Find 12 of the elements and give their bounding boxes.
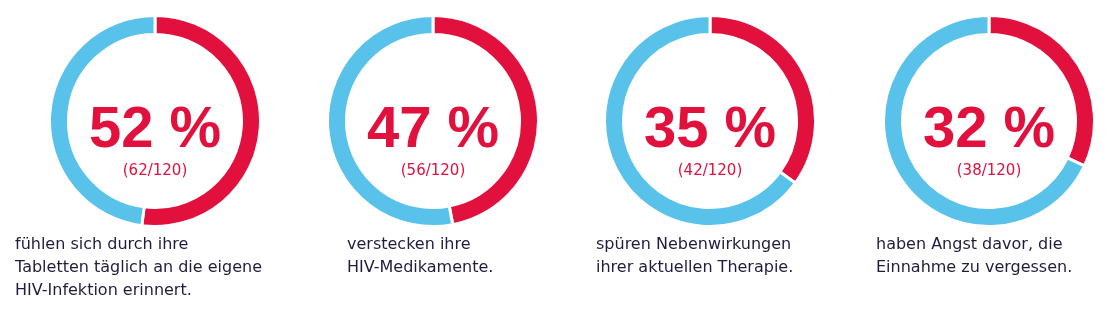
text: spüren Nebenwirkungen ihrer aktuellen Therapie. [596, 233, 795, 278]
text: 32 % [922, 94, 1056, 159]
text: (38/120) [956, 161, 1022, 179]
text: (56/120) [400, 161, 466, 179]
text: (62/120) [122, 161, 188, 179]
text: fühlen sich durch ihre Tabletten täglich an die eigene HIV-Infektion erinnert. [15, 233, 263, 301]
text: (42/120) [677, 161, 743, 179]
text: haben Angst davor, die Einnahme zu vergessen. [876, 233, 1074, 278]
text: 47 % [366, 94, 500, 159]
text: 35 % [643, 94, 777, 159]
text: 52 % [88, 94, 222, 159]
text: verstecken ihre HIV-Medikamente. [347, 233, 495, 278]
